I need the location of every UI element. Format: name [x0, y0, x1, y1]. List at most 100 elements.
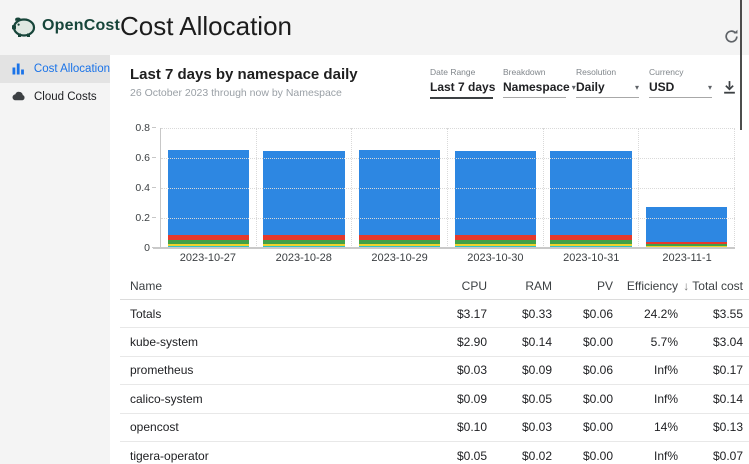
x-tick-label: 2023-10-30 [467, 252, 524, 264]
row-name: tigera-operator [130, 448, 209, 463]
segment-opencost [358, 235, 441, 240]
row-total: $3.04 [712, 335, 743, 350]
gridline [161, 128, 735, 129]
gridline [161, 158, 735, 159]
row-cpu: $0.05 [456, 448, 487, 463]
row-pv: $0.00 [582, 420, 613, 435]
row-name: Totals [130, 306, 162, 321]
segment-calico-system [645, 244, 728, 247]
y-axis: 0 0.2 0.4 0.6 0.8 [120, 122, 156, 254]
filter-label: Resolution [576, 67, 617, 77]
page-title: Cost Allocation [120, 11, 292, 41]
table-row-Totals[interactable]: Totals $3.17 $0.33 $0.06 24.2% $3.55 [120, 300, 749, 329]
segment-kube-system [550, 151, 632, 236]
y-tick-label: 0.6 [135, 152, 150, 164]
opencost-logo: OpenCost [10, 14, 120, 38]
filter-date-range[interactable]: Date Range Last 7 days [430, 67, 496, 99]
row-efficiency: Inf% [653, 391, 678, 406]
sidebar-item-label: Cost Allocation [33, 63, 110, 75]
segment-opencost [454, 235, 537, 240]
column-header-pv[interactable]: PV [596, 278, 613, 293]
y-tick-label: 0.8 [135, 122, 150, 134]
filter-value: Last 7 days [430, 80, 496, 99]
gridline [161, 218, 735, 219]
gridline [161, 188, 735, 189]
filter-breakdown[interactable]: Breakdown Namespace ▾ [503, 67, 576, 98]
filter-value: USD ▾ [649, 80, 712, 98]
y-tick-mark [152, 157, 156, 158]
stacked-bar-2023-10-31[interactable] [550, 151, 632, 248]
sidebar-item-label: Cloud Costs [34, 91, 97, 103]
filter-currency[interactable]: Currency USD ▾ [649, 67, 712, 98]
table-row-kube-system[interactable]: kube-system $2.90 $0.14 $0.00 5.7% $3.04 [120, 328, 749, 357]
sort-desc-icon: ↓ [683, 278, 690, 293]
row-ram: $0.33 [521, 306, 552, 321]
chart-column-2023-10-28 [257, 128, 353, 248]
segment-kube-system [645, 206, 728, 243]
y-tick-mark [152, 217, 156, 218]
row-cpu: $0.09 [456, 391, 487, 406]
y-tick-mark [152, 127, 156, 128]
filter-value: Namespace ▾ [503, 80, 576, 98]
stacked-bar-2023-10-29[interactable] [358, 149, 441, 248]
column-header-total-cost[interactable]: ↓ Total cost [683, 278, 743, 293]
x-tick-label: 2023-11-1 [662, 252, 712, 264]
segment-calico-system [167, 239, 250, 244]
row-efficiency: Inf% [653, 363, 678, 378]
column-header-cpu[interactable]: CPU [461, 278, 487, 293]
row-total: $0.07 [712, 448, 743, 463]
filter-label: Currency [649, 67, 684, 77]
segment-kube-system [167, 149, 250, 236]
refresh-icon[interactable] [723, 28, 740, 45]
allocation-table: Name CPU RAM PV Efficiency ↓ Total cost Totals… [120, 272, 749, 464]
stacked-bar-2023-11-1[interactable] [645, 206, 728, 248]
filter-selected-value: Namespace [503, 80, 570, 94]
table-row-tigera-operator[interactable]: tigera-operator $0.05 $0.02 $0.00 Inf% $0.07 [120, 442, 749, 464]
cloud-icon [12, 90, 26, 104]
segment-calico-system [550, 239, 632, 244]
filter-bar: Date Range Last 7 days Breakdown Namespace ▾… [430, 67, 737, 99]
stacked-bar-2023-10-30[interactable] [454, 150, 537, 248]
sidebar-item-cloud-costs[interactable]: Cloud Costs [0, 83, 110, 111]
table-row-calico-system[interactable]: calico-system $0.09 $0.05 $0.00 Inf% $0.14 [120, 385, 749, 414]
row-ram: $0.05 [521, 391, 552, 406]
segment-prometheus [550, 243, 632, 247]
brand-name: OpenCost [42, 17, 121, 34]
row-name: calico-system [130, 391, 203, 406]
table-row-opencost[interactable]: opencost $0.10 $0.03 $0.00 14% $0.13 [120, 414, 749, 442]
row-ram: $0.14 [521, 335, 552, 350]
segment-prometheus [263, 243, 345, 247]
filter-selected-value: Last 7 days [430, 80, 496, 94]
row-efficiency: 24.2% [643, 306, 678, 321]
filter-resolution[interactable]: Resolution Daily ▾ [576, 67, 639, 98]
piggy-bank-icon [10, 14, 36, 38]
plot-area [153, 128, 736, 249]
segment-prometheus [454, 243, 537, 247]
column-header-name[interactable]: Name [130, 278, 163, 293]
vertical-scrollbar[interactable] [740, 0, 742, 130]
y-tick-mark [152, 187, 156, 188]
segment-opencost [645, 242, 728, 245]
sidebar-item-cost-allocation[interactable]: Cost Allocation [0, 55, 110, 83]
x-axis-labels: 2023-10-27 2023-10-28 2023-10-29 2023-10-30… [160, 252, 735, 264]
row-total: $0.14 [712, 391, 743, 406]
table-row-prometheus[interactable]: prometheus $0.03 $0.09 $0.06 Inf% $0.17 [120, 357, 749, 386]
segment-prometheus [167, 243, 250, 247]
segment-kube-system [263, 151, 345, 236]
row-pv: $0.06 [582, 306, 613, 321]
segment-prometheus [358, 243, 441, 247]
column-header-ram[interactable]: RAM [525, 278, 552, 293]
segment-kube-system [454, 150, 537, 236]
x-axis-line [153, 247, 735, 249]
segment-prometheus [645, 246, 728, 248]
cost-allocation-chart: 0 0.2 0.4 0.6 0.8 2023-10-27 2023-10-28 2023-1… [120, 118, 740, 266]
sidebar: Cost Allocation Cloud Costs [0, 55, 110, 464]
stacked-bar-2023-10-28[interactable] [263, 151, 345, 248]
download-icon[interactable] [722, 80, 737, 95]
column-header-efficiency[interactable]: Efficiency [626, 278, 678, 293]
x-tick-label: 2023-10-27 [179, 252, 237, 264]
segment-opencost [167, 235, 250, 240]
row-pv: $0.00 [582, 391, 613, 406]
stacked-bar-2023-10-27[interactable] [167, 149, 250, 248]
row-ram: $0.09 [521, 363, 552, 378]
